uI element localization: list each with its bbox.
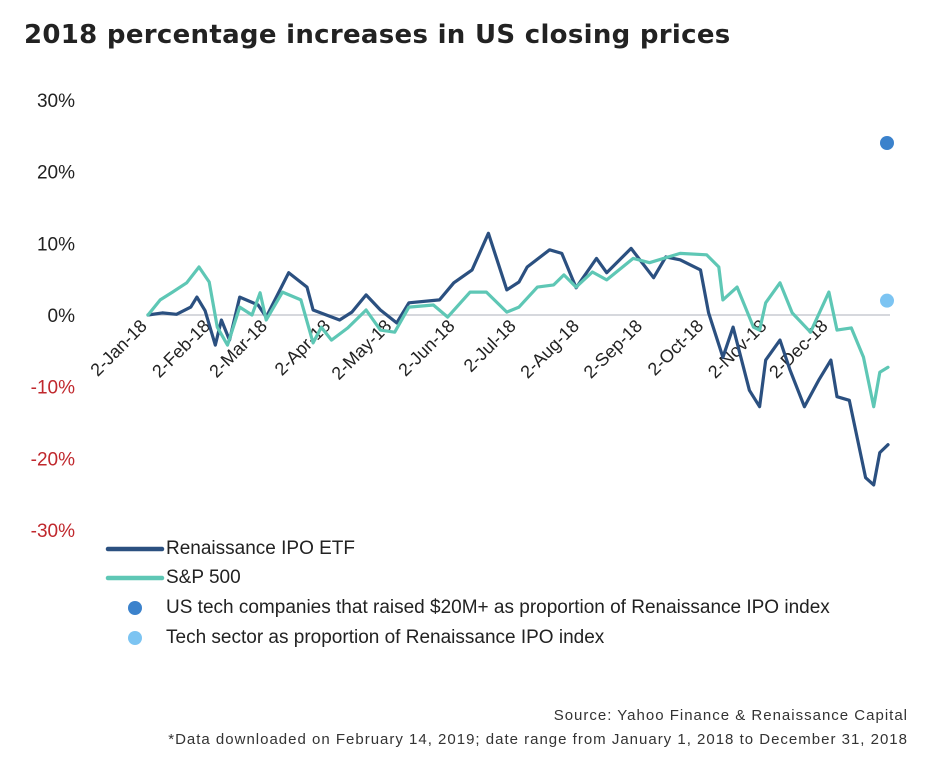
y-tick-label: 10% (37, 234, 75, 255)
x-tick-label: 2-Apr-18 (271, 316, 335, 380)
legend-label-sp500: S&P 500 (166, 567, 241, 588)
x-tick-label: 2-Aug-18 (516, 316, 583, 383)
x-tick-label: 2-Jul-18 (460, 316, 520, 376)
data-point-tech-sector-as-proportion-of-renaissance-ipo-index (880, 293, 894, 308)
legend-label-tech-sector: Tech sector as proportion of Renaissance… (166, 627, 605, 648)
data-point-us-tech-companies-that-raised-20m-as-proportion-of-renaissance-ipo-index (880, 136, 894, 150)
x-tick-label: 2-May-18 (328, 316, 396, 384)
x-tick-label: 2-Feb-18 (148, 316, 214, 382)
x-tick-label: 2-Sep-18 (580, 316, 647, 383)
legend-swatch-us-tech-companies-that-raised-20m-as-proportion-of-renaissance-ipo-index (128, 601, 142, 615)
source-note: Source: Yahoo Finance & Renaissance Capi… (553, 707, 908, 724)
chart-title: 2018 percentage increases in US closing … (24, 20, 731, 50)
legend-label-renaissance-ipo-etf: Renaissance IPO ETF (166, 538, 356, 559)
legend-swatch-tech-sector-as-proportion-of-renaissance-ipo-index (128, 631, 142, 645)
x-tick-label: 2-Oct-18 (644, 316, 708, 380)
y-tick-label: 20% (37, 163, 75, 184)
x-tick-label: 2-Jan-18 (86, 316, 150, 380)
footnote: *Data downloaded on February 14, 2019; d… (168, 731, 908, 748)
y-tick-label: -10% (31, 378, 75, 399)
y-tick-label: 0% (48, 306, 76, 327)
x-tick-label: 2-Mar-18 (205, 316, 271, 382)
y-tick-label: -20% (31, 449, 75, 470)
y-tick-label: -30% (31, 521, 75, 542)
series-line-renaissance-ipo-etf (146, 231, 890, 487)
x-tick-label: 2-Jun-18 (394, 316, 458, 380)
y-tick-label: 30% (37, 91, 75, 112)
series-line-s-p-500 (146, 251, 890, 409)
legend-label-us-tech-20m: US tech companies that raised $20M+ as p… (166, 597, 830, 618)
